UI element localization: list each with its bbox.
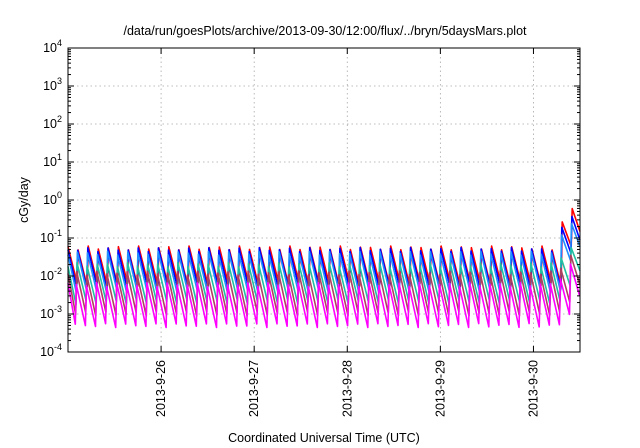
series-line (67, 247, 581, 306)
series-line (67, 263, 581, 329)
y-tick-label: 10-1 (40, 228, 62, 245)
series-group (67, 207, 581, 329)
y-tick-label-exponent: 1 (57, 152, 62, 162)
y-tick-label-exponent: -1 (54, 228, 62, 238)
y-tick-label-base: 10 (43, 79, 57, 93)
y-tick-label-exponent: 2 (57, 114, 62, 124)
y-tick-label-base: 10 (40, 307, 54, 321)
y-axis-label: cGy/day (17, 176, 31, 223)
y-tick-label-exponent: -2 (54, 266, 62, 276)
y-tick-label: 10-4 (40, 342, 62, 359)
y-tick-label: 101 (43, 152, 62, 169)
x-tick-labels: 2013-9-26 2013-9-27 2013-9-28 2013-9-29 2013… (154, 360, 540, 417)
y-tick-label: 103 (43, 76, 62, 93)
chart-title: /data/run/goesPlots/archive/2013-09-30/1… (123, 24, 527, 38)
y-tick-label-base: 10 (40, 269, 54, 283)
y-tick-label: 104 (43, 38, 62, 55)
x-tick-label: 2013-9-27 (247, 360, 261, 417)
y-tick-label: 10-3 (40, 304, 62, 321)
x-tick-label: 2013-9-29 (433, 360, 447, 417)
y-tick-label-exponent: 4 (57, 38, 62, 48)
y-tick-label-base: 10 (43, 155, 57, 169)
y-tick-label-exponent: -3 (54, 304, 62, 314)
x-tick-label: 2013-9-28 (340, 360, 354, 417)
x-tick-label: 2013-9-26 (154, 360, 168, 417)
y-tick-label-base: 10 (40, 231, 54, 245)
y-tick-label-exponent: -4 (54, 342, 62, 352)
x-axis-label: Coordinated Universal Time (UTC) (228, 431, 420, 445)
y-tick-label-base: 10 (43, 117, 57, 131)
axis-ticks (68, 47, 580, 353)
y-tick-label: 10-2 (40, 266, 62, 283)
y-tick-label-base: 10 (43, 41, 57, 55)
series-line (67, 222, 581, 294)
series-line (67, 207, 581, 288)
y-tick-label: 100 (43, 190, 62, 207)
y-tick-label-exponent: 3 (57, 76, 62, 86)
y-tick-label-exponent: 0 (57, 190, 62, 200)
x-tick-label: 2013-9-30 (526, 360, 540, 417)
series-line (67, 215, 581, 291)
y-tick-label-base: 10 (43, 193, 57, 207)
series-line (67, 254, 581, 317)
y-tick-label: 102 (43, 114, 62, 131)
y-tick-label-base: 10 (40, 345, 54, 359)
